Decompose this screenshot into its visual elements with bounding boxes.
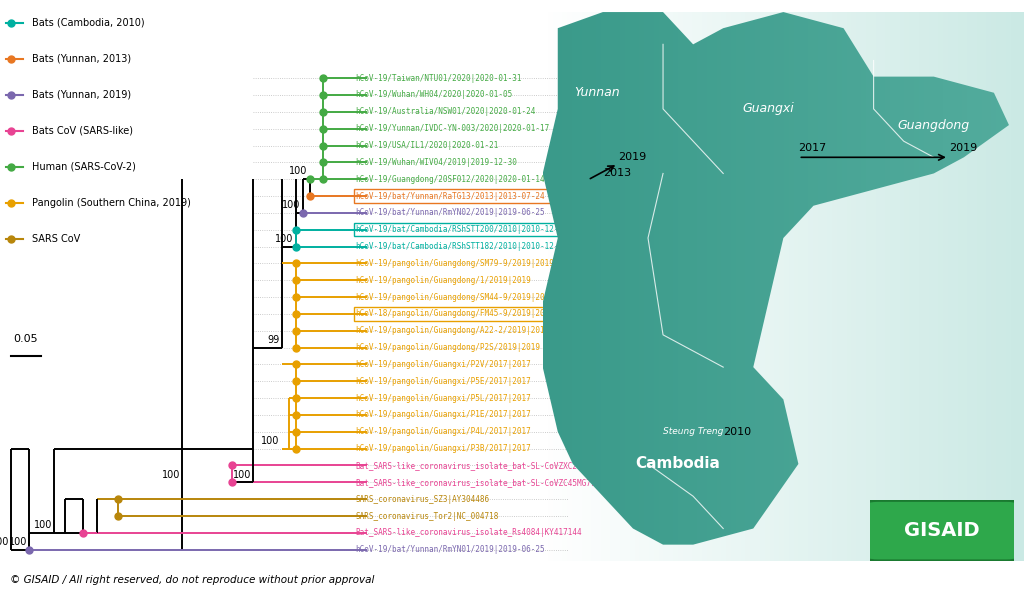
Text: GISAID: GISAID	[904, 521, 980, 540]
Text: hCoV-19/pangolin/Guangdong/SM44-9/2019|2019: hCoV-19/pangolin/Guangdong/SM44-9/2019|2…	[355, 292, 554, 302]
Text: 2019: 2019	[617, 153, 646, 162]
Text: hCoV-19/pangolin/Guangdong/P2S/2019|2019: hCoV-19/pangolin/Guangdong/P2S/2019|2019	[355, 343, 541, 352]
Text: Bats (Yunnan, 2019): Bats (Yunnan, 2019)	[32, 90, 131, 99]
Text: 100: 100	[0, 537, 9, 547]
Text: hCoV-19/bat/Yunnan/RmYN01/2019|2019-06-25: hCoV-19/bat/Yunnan/RmYN01/2019|2019-06-2…	[355, 545, 545, 554]
Text: © GISAID / All right reserved, do not reproduce without prior approval: © GISAID / All right reserved, do not re…	[10, 575, 375, 585]
Text: SARS_coronavirus_SZ3|AY304486: SARS_coronavirus_SZ3|AY304486	[355, 494, 489, 504]
Text: hCoV-19/pangolin/Guangxi/P1E/2017|2017: hCoV-19/pangolin/Guangxi/P1E/2017|2017	[355, 411, 531, 420]
Text: hCoV-19/bat/Yunnan/RaTG13/2013|2013-07-24: hCoV-19/bat/Yunnan/RaTG13/2013|2013-07-2…	[355, 192, 545, 201]
Text: Guangdong: Guangdong	[898, 119, 970, 131]
Text: hCoV-19/Wuhan/WIV04/2019|2019-12-30: hCoV-19/Wuhan/WIV04/2019|2019-12-30	[355, 158, 517, 167]
Bar	[354, 223, 566, 236]
Text: hCoV-19/bat/Cambodia/RShSTT200/2010|2010-12-06: hCoV-19/bat/Cambodia/RShSTT200/2010|2010…	[355, 225, 568, 234]
Text: Steung Treng: Steung Treng	[663, 427, 723, 436]
Text: Guangxi: Guangxi	[742, 103, 795, 115]
Text: hCoV-19/pangolin/Guangdong/1/2019|2019: hCoV-19/pangolin/Guangdong/1/2019|2019	[355, 276, 531, 285]
Text: 100: 100	[232, 470, 251, 479]
Text: Bats (Yunnan, 2013): Bats (Yunnan, 2013)	[32, 54, 131, 64]
Bar	[354, 189, 566, 203]
Text: 2013: 2013	[603, 168, 631, 178]
Text: Cambodia: Cambodia	[636, 456, 721, 472]
Text: hCoV-19/USA/IL1/2020|2020-01-21: hCoV-19/USA/IL1/2020|2020-01-21	[355, 141, 499, 150]
Text: Bat_SARS-like_coronavirus_isolate_bat-SL-CoVZXC21MG772: Bat_SARS-like_coronavirus_isolate_bat-SL…	[355, 461, 605, 470]
Text: SARS CoV: SARS CoV	[32, 234, 80, 244]
Text: hCoV-19/pangolin/Guangxi/P3B/2017|2017: hCoV-19/pangolin/Guangxi/P3B/2017|2017	[355, 444, 531, 453]
Text: SARS_coronavirus_Tor2|NC_004718: SARS_coronavirus_Tor2|NC_004718	[355, 511, 499, 520]
Text: Bats (Cambodia, 2010): Bats (Cambodia, 2010)	[32, 17, 144, 28]
Text: hCoV-19/pangolin/Guangxi/P5E/2017|2017: hCoV-19/pangolin/Guangxi/P5E/2017|2017	[355, 377, 531, 386]
Text: 100: 100	[283, 200, 301, 210]
Text: 2017: 2017	[799, 143, 826, 153]
Text: 100: 100	[261, 436, 280, 446]
Text: hCoV-19/pangolin/Guangdong/A22-2/2019|2019: hCoV-19/pangolin/Guangdong/A22-2/2019|20…	[355, 326, 550, 335]
Text: hCoV-19/bat/Cambodia/RShSTT182/2010|2010-12-06: hCoV-19/bat/Cambodia/RShSTT182/2010|2010…	[355, 242, 568, 251]
Text: 2010: 2010	[723, 427, 752, 437]
Text: hCoV-19/Guangdong/20SF012/2020|2020-01-14: hCoV-19/Guangdong/20SF012/2020|2020-01-1…	[355, 175, 545, 184]
Text: 2019: 2019	[949, 143, 977, 153]
Text: 100: 100	[8, 537, 27, 547]
Text: Bats CoV (SARS-like): Bats CoV (SARS-like)	[32, 126, 132, 136]
Text: hCoV-19/pangolin/Guangdong/SM79-9/2019|2019: hCoV-19/pangolin/Guangdong/SM79-9/2019|2…	[355, 259, 554, 268]
Text: Pangolin (Southern China, 2019): Pangolin (Southern China, 2019)	[32, 198, 190, 208]
Text: hCoV-19/bat/Yunnan/RmYN02/2019|2019-06-25: hCoV-19/bat/Yunnan/RmYN02/2019|2019-06-2…	[355, 209, 545, 217]
Text: 100: 100	[275, 234, 294, 244]
Text: hCoV-19/pangolin/Guangxi/P2V/2017|2017: hCoV-19/pangolin/Guangxi/P2V/2017|2017	[355, 360, 531, 369]
Text: Bat_SARS-like_coronavirus_isolate_Rs4084|KY417144: Bat_SARS-like_coronavirus_isolate_Rs4084…	[355, 528, 583, 537]
Text: 100: 100	[290, 166, 308, 177]
Text: hCoV-19/Australia/NSW01/2020|2020-01-24: hCoV-19/Australia/NSW01/2020|2020-01-24	[355, 107, 536, 116]
Text: 0.05: 0.05	[13, 334, 38, 344]
Text: Yunnan: Yunnan	[574, 86, 620, 99]
Text: hCoV-18/pangolin/Guangdong/FM45-9/2019|2019: hCoV-18/pangolin/Guangdong/FM45-9/2019|2…	[355, 309, 554, 318]
Text: hCoV-19/Wuhan/WH04/2020|2020-01-05: hCoV-19/Wuhan/WH04/2020|2020-01-05	[355, 90, 513, 99]
Text: 100: 100	[34, 520, 52, 530]
Polygon shape	[543, 12, 1009, 545]
Text: hCoV-19/Taiwan/NTU01/2020|2020-01-31: hCoV-19/Taiwan/NTU01/2020|2020-01-31	[355, 74, 522, 83]
Text: Bat_SARS-like_coronavirus_isolate_bat-SL-CoVZC45MG7729: Bat_SARS-like_coronavirus_isolate_bat-SL…	[355, 478, 605, 487]
FancyBboxPatch shape	[863, 500, 1021, 561]
Bar	[354, 307, 566, 321]
Text: hCoV-19/pangolin/Guangxi/P4L/2017|2017: hCoV-19/pangolin/Guangxi/P4L/2017|2017	[355, 428, 531, 437]
Text: hCoV-19/pangolin/Guangxi/P5L/2017|2017: hCoV-19/pangolin/Guangxi/P5L/2017|2017	[355, 394, 531, 403]
Text: hCoV-19/Yunnan/IVDC-YN-003/2020|2020-01-17: hCoV-19/Yunnan/IVDC-YN-003/2020|2020-01-…	[355, 124, 550, 133]
Text: 99: 99	[267, 335, 280, 345]
Text: Human (SARS-CoV-2): Human (SARS-CoV-2)	[32, 162, 135, 172]
Text: 100: 100	[162, 470, 180, 479]
